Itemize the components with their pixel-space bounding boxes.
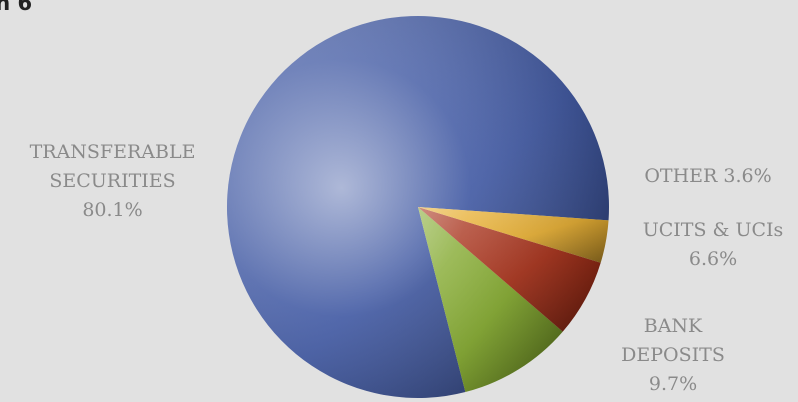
- chart-title: aph 6: [0, 0, 33, 15]
- slice-label-line: 80.1%: [82, 199, 143, 221]
- slice-label-line: 9.7%: [648, 373, 698, 395]
- slice-label-ucits-ucis: UCITS & UCIs 6.6%: [628, 216, 798, 274]
- slice-label-line: OTHER 3.6%: [644, 165, 772, 187]
- slice-label-line: DEPOSITS: [621, 344, 725, 366]
- slice-label-bank-deposits: BANK DEPOSITS 9.7%: [598, 312, 748, 399]
- slice-label-transferable-securities: TRANSFERABLE SECURITIES 80.1%: [10, 138, 215, 225]
- slice-label-other: OTHER 3.6%: [628, 162, 788, 191]
- slice-label-line: 6.6%: [688, 248, 738, 270]
- slice-label-line: UCITS & UCIs: [642, 219, 784, 241]
- slice-label-line: SECURITIES: [49, 170, 176, 192]
- slice-label-line: TRANSFERABLE: [29, 141, 196, 163]
- slice-label-line: BANK: [643, 315, 703, 337]
